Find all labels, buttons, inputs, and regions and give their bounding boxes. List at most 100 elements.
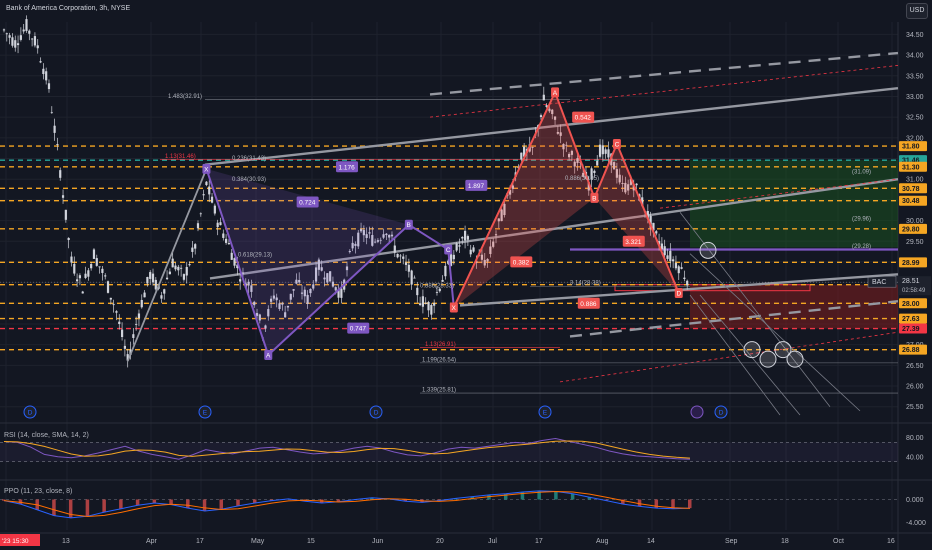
pattern-point-label: C — [615, 142, 620, 149]
pattern-point-badge — [264, 350, 273, 361]
candle-body — [182, 274, 186, 280]
pattern-point-badge — [551, 87, 560, 98]
y-tick-label: 26.50 — [906, 363, 924, 370]
candle-body — [225, 238, 228, 243]
candle-body — [683, 277, 686, 279]
symbol-title[interactable]: Bank of America Corporation, 3h, NYSE — [6, 5, 131, 12]
candle-body — [663, 246, 666, 256]
candle-body — [331, 281, 335, 287]
candle-body — [267, 309, 270, 317]
candle-body — [607, 149, 610, 158]
candle-body — [61, 195, 65, 198]
candle-body — [104, 275, 107, 277]
fib-level-label: 1.13(31.46) — [165, 154, 196, 160]
candle-body — [101, 268, 104, 273]
candle-body — [455, 243, 458, 251]
candle-body — [199, 213, 202, 215]
event-marker[interactable] — [690, 405, 704, 419]
candle-body — [312, 284, 315, 289]
candle-body — [497, 218, 500, 222]
x-tick-label: 13 — [62, 538, 70, 545]
ppo-histogram-bar — [370, 497, 374, 500]
candle-body — [22, 29, 25, 32]
candle-body — [376, 240, 380, 242]
candle-body — [416, 287, 419, 296]
pattern-gray-leg — [126, 168, 208, 362]
currency-button[interactable]: USD — [906, 3, 928, 19]
candle-body — [222, 233, 225, 238]
level-price-label: 28.00 — [902, 301, 920, 308]
candle-body — [11, 37, 14, 46]
candle-body — [531, 147, 534, 148]
event-marker[interactable] — [198, 405, 212, 419]
ratio-badge — [465, 179, 488, 191]
candle-body — [393, 245, 396, 253]
candle-body — [106, 281, 110, 293]
candle-body — [188, 264, 191, 266]
candle-body — [677, 266, 680, 274]
candle-body — [109, 297, 112, 300]
candle-body — [236, 264, 239, 269]
target-circle-marker[interactable] — [786, 350, 804, 368]
fib-level-label: 0.886(28.33) — [420, 283, 454, 289]
candle-body — [323, 277, 326, 280]
current-price-tag — [899, 276, 931, 296]
rsi-band — [0, 442, 898, 462]
candle-body — [618, 174, 621, 183]
candle-body — [480, 254, 484, 260]
candle-body — [418, 303, 422, 306]
candle-body — [120, 329, 124, 338]
candle-body — [2, 29, 6, 31]
candle-body — [98, 266, 101, 268]
candle-body — [489, 246, 492, 255]
candle-body — [629, 178, 633, 185]
event-marker[interactable] — [369, 405, 383, 419]
target-circle-marker[interactable] — [743, 341, 761, 359]
candle-body — [25, 19, 28, 31]
candle-body — [5, 33, 8, 35]
candle-body — [67, 237, 70, 241]
candle-body — [92, 249, 96, 259]
candle-body — [255, 313, 259, 316]
candle-body — [258, 314, 261, 321]
candle-body — [205, 181, 208, 186]
target-circle-marker[interactable] — [699, 241, 717, 259]
ppo-histogram-bar — [587, 497, 592, 500]
pattern-point-badge — [612, 139, 621, 150]
target-circle-marker[interactable] — [774, 341, 792, 359]
candle-body — [374, 241, 377, 243]
ratio-badge-label: 0.724 — [299, 199, 316, 206]
target-circle-marker[interactable] — [759, 350, 777, 368]
ratio-badge — [510, 256, 533, 268]
trendline-mid — [209, 178, 899, 280]
candle-body — [652, 222, 655, 231]
candle-body — [548, 108, 551, 112]
y-tick-label: 33.00 — [906, 94, 924, 101]
pattern-point-badge — [202, 163, 211, 174]
fib-level-label: 0.886(30.95) — [565, 176, 599, 182]
candle-body — [45, 71, 48, 81]
red-dotted-line — [559, 331, 899, 383]
event-marker[interactable] — [23, 405, 37, 419]
event-marker[interactable] — [538, 405, 552, 419]
ratio-badge — [572, 111, 595, 123]
candle-body — [461, 236, 464, 239]
event-marker[interactable] — [714, 405, 728, 419]
candle-body — [233, 258, 236, 266]
candle-body — [379, 239, 382, 241]
candle-body — [126, 354, 129, 361]
ppo-histogram-bar — [186, 499, 190, 509]
candle-body — [73, 263, 76, 274]
candle-body — [210, 196, 214, 203]
countdown-label: 02:58:49 — [902, 288, 926, 294]
ppo-histogram-bar — [637, 499, 642, 507]
ppo-histogram-bar — [52, 499, 56, 516]
ppo-histogram-bar — [269, 499, 274, 501]
candle-body — [33, 36, 37, 46]
ppo-line — [3, 490, 691, 519]
ppo-histogram-bar — [85, 499, 90, 517]
level-price-label: 27.63 — [902, 316, 920, 323]
pattern-point-badge — [449, 302, 458, 313]
